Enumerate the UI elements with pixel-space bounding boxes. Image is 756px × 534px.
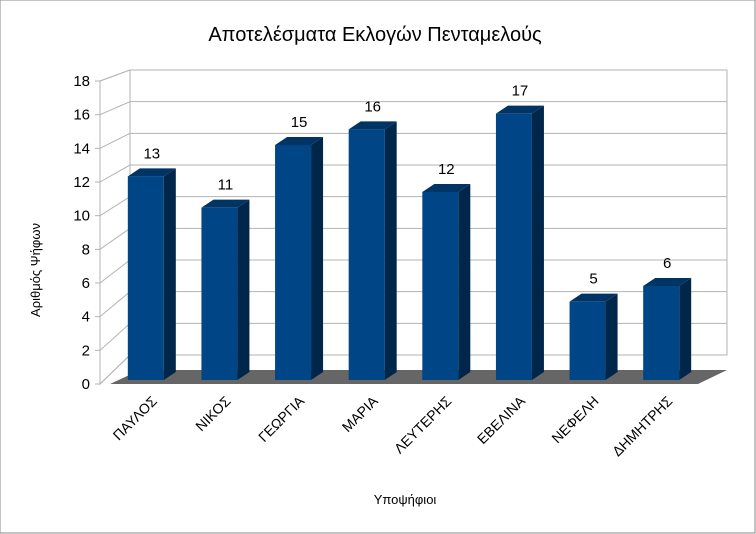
y-axis-title: Αριθμός Ψήφων bbox=[28, 223, 43, 317]
bar-top bbox=[422, 184, 471, 192]
bar bbox=[201, 207, 238, 380]
bar-side bbox=[384, 121, 397, 380]
bar-top bbox=[569, 293, 618, 302]
bar-side bbox=[531, 105, 544, 381]
bar-top bbox=[275, 137, 324, 145]
bar bbox=[275, 145, 312, 380]
value-label: 11 bbox=[218, 177, 234, 194]
value-label: 16 bbox=[364, 98, 381, 115]
bar-top bbox=[127, 168, 176, 177]
x-axis-title: Υποψήφιοι bbox=[374, 492, 437, 507]
y-tick-label: 0 bbox=[82, 376, 90, 393]
y-tick-label: 12 bbox=[73, 174, 90, 191]
bar-side bbox=[679, 278, 692, 380]
grid-line bbox=[99, 291, 131, 318]
value-label: 17 bbox=[512, 83, 529, 100]
bar-side bbox=[163, 168, 176, 380]
y-tick-label: 10 bbox=[73, 208, 90, 225]
bar bbox=[422, 192, 459, 380]
grid-line bbox=[99, 354, 131, 385]
bar-top bbox=[495, 105, 544, 114]
bar bbox=[643, 286, 680, 380]
bar bbox=[495, 113, 532, 381]
y-tick-label: 4 bbox=[82, 309, 90, 326]
bar-top bbox=[348, 121, 397, 130]
grid-line bbox=[99, 164, 131, 183]
bar-top bbox=[201, 199, 250, 208]
grid-line bbox=[99, 132, 131, 149]
y-tick-label: 2 bbox=[82, 342, 90, 359]
y-tick-label: 6 bbox=[82, 275, 90, 292]
bar-side bbox=[237, 199, 250, 380]
grid-line bbox=[99, 227, 131, 250]
bar-side bbox=[605, 293, 618, 380]
bar bbox=[569, 301, 606, 380]
grid-line bbox=[99, 196, 131, 217]
value-label: 5 bbox=[589, 271, 597, 288]
value-label: 13 bbox=[143, 145, 160, 162]
value-label: 6 bbox=[663, 255, 671, 272]
bar bbox=[348, 129, 385, 380]
bar-top bbox=[643, 278, 692, 286]
y-tick-label: 8 bbox=[82, 241, 90, 258]
grid-line bbox=[99, 101, 131, 116]
chart-title: Αποτελέσματα Εκλογών Πενταμελούς bbox=[208, 24, 542, 46]
value-label: 12 bbox=[438, 161, 455, 178]
grid-line bbox=[99, 322, 131, 351]
bar-side bbox=[458, 184, 471, 380]
bar bbox=[127, 176, 164, 380]
y-tick-label: 18 bbox=[73, 73, 90, 90]
grid-line bbox=[99, 69, 131, 82]
grid-line bbox=[99, 259, 131, 284]
bar-side bbox=[311, 137, 324, 380]
y-tick-label: 14 bbox=[73, 140, 90, 157]
value-label: 15 bbox=[291, 114, 308, 131]
y-tick-label: 16 bbox=[73, 107, 90, 124]
